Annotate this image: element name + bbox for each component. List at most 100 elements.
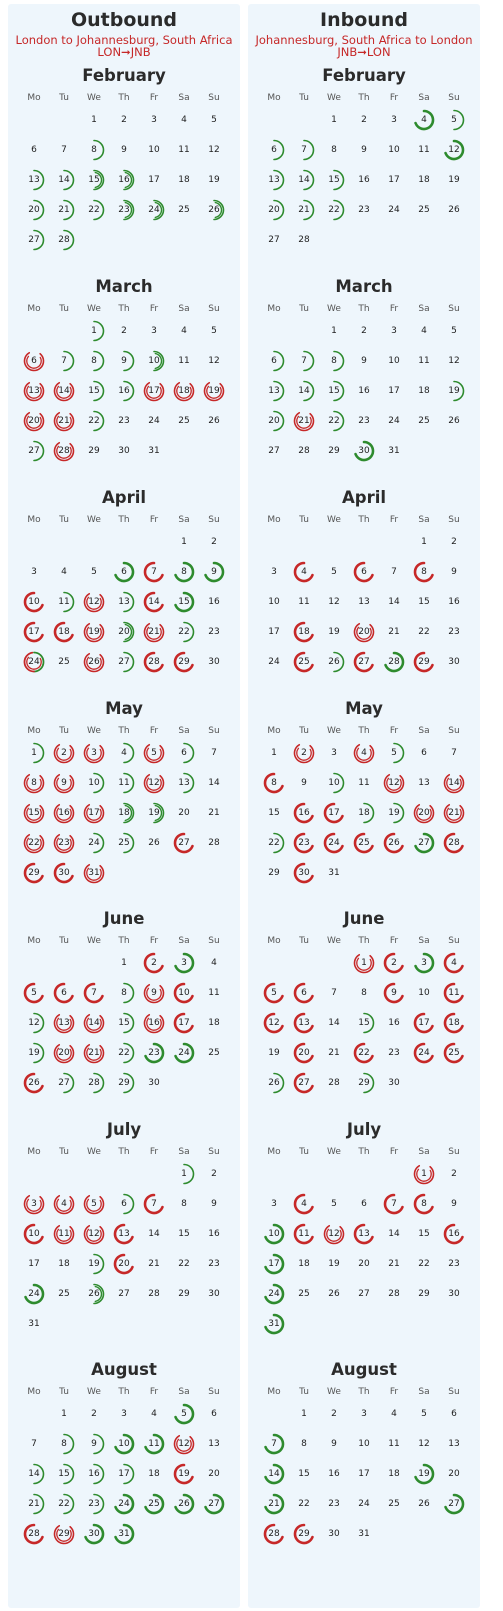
day-cell[interactable]: 2 <box>443 1163 465 1185</box>
day-cell[interactable]: 5 <box>83 1193 105 1215</box>
day-cell[interactable]: 15 <box>293 1463 315 1485</box>
day-cell[interactable]: 23 <box>443 621 465 643</box>
day-cell[interactable]: 11 <box>203 982 225 1004</box>
day-cell[interactable]: 26 <box>323 651 345 673</box>
day-cell[interactable]: 12 <box>83 591 105 613</box>
day-cell[interactable]: 11 <box>53 1223 75 1245</box>
day-cell[interactable]: 29 <box>23 862 45 884</box>
day-cell[interactable]: 2 <box>53 742 75 764</box>
day-cell[interactable]: 26 <box>413 1493 435 1515</box>
day-cell[interactable]: 16 <box>293 802 315 824</box>
day-cell[interactable]: 15 <box>413 1223 435 1245</box>
day-cell[interactable]: 22 <box>53 1493 75 1515</box>
day-cell[interactable]: 20 <box>113 621 135 643</box>
day-cell[interactable]: 14 <box>293 380 315 402</box>
day-cell[interactable]: 25 <box>413 199 435 221</box>
day-cell[interactable]: 22 <box>173 621 195 643</box>
day-cell[interactable]: 20 <box>203 1463 225 1485</box>
day-cell[interactable]: 18 <box>143 1463 165 1485</box>
day-cell[interactable]: 31 <box>263 1313 285 1335</box>
day-cell[interactable]: 7 <box>23 1433 45 1455</box>
day-cell[interactable]: 12 <box>83 1223 105 1245</box>
day-cell[interactable]: 18 <box>53 1253 75 1275</box>
day-cell[interactable]: 1 <box>83 109 105 131</box>
day-cell[interactable]: 26 <box>203 410 225 432</box>
day-cell[interactable]: 31 <box>353 1523 375 1545</box>
day-cell[interactable]: 29 <box>413 1283 435 1305</box>
day-cell[interactable]: 15 <box>413 591 435 613</box>
day-cell[interactable]: 25 <box>293 651 315 673</box>
day-cell[interactable]: 27 <box>113 1283 135 1305</box>
day-cell[interactable]: 15 <box>323 169 345 191</box>
day-cell[interactable]: 11 <box>293 591 315 613</box>
day-cell[interactable]: 5 <box>143 742 165 764</box>
day-cell[interactable]: 21 <box>293 199 315 221</box>
day-cell[interactable]: 16 <box>143 1012 165 1034</box>
day-cell[interactable]: 15 <box>83 380 105 402</box>
day-cell[interactable]: 25 <box>173 199 195 221</box>
day-cell[interactable]: 6 <box>353 1193 375 1215</box>
day-cell[interactable]: 15 <box>173 1223 195 1245</box>
day-cell[interactable]: 9 <box>203 1193 225 1215</box>
day-cell[interactable]: 17 <box>263 1253 285 1275</box>
day-cell[interactable]: 30 <box>323 1523 345 1545</box>
day-cell[interactable]: 18 <box>53 621 75 643</box>
day-cell[interactable]: 16 <box>443 1223 465 1245</box>
day-cell[interactable]: 12 <box>323 1223 345 1245</box>
day-cell[interactable]: 19 <box>203 169 225 191</box>
day-cell[interactable]: 2 <box>143 952 165 974</box>
day-cell[interactable]: 13 <box>53 1012 75 1034</box>
day-cell[interactable]: 23 <box>83 1493 105 1515</box>
day-cell[interactable]: 16 <box>53 802 75 824</box>
day-cell[interactable]: 22 <box>113 1042 135 1064</box>
day-cell[interactable]: 6 <box>53 982 75 1004</box>
day-cell[interactable]: 19 <box>83 1253 105 1275</box>
day-cell[interactable]: 25 <box>203 1042 225 1064</box>
day-cell[interactable]: 4 <box>113 742 135 764</box>
day-cell[interactable]: 8 <box>53 1433 75 1455</box>
day-cell[interactable]: 21 <box>383 621 405 643</box>
day-cell[interactable]: 3 <box>413 952 435 974</box>
day-cell[interactable]: 14 <box>443 772 465 794</box>
day-cell[interactable]: 22 <box>323 199 345 221</box>
day-cell[interactable]: 7 <box>293 350 315 372</box>
day-cell[interactable]: 29 <box>293 1523 315 1545</box>
day-cell[interactable]: 1 <box>323 109 345 131</box>
day-cell[interactable]: 11 <box>293 1223 315 1245</box>
day-cell[interactable]: 24 <box>323 832 345 854</box>
day-cell[interactable]: 8 <box>413 561 435 583</box>
day-cell[interactable]: 15 <box>53 1463 75 1485</box>
day-cell[interactable]: 28 <box>293 440 315 462</box>
day-cell[interactable]: 20 <box>353 1253 375 1275</box>
day-cell[interactable]: 5 <box>383 742 405 764</box>
day-cell[interactable]: 7 <box>143 1193 165 1215</box>
day-cell[interactable]: 24 <box>23 1283 45 1305</box>
day-cell[interactable]: 19 <box>83 621 105 643</box>
day-cell[interactable]: 3 <box>143 109 165 131</box>
day-cell[interactable]: 15 <box>173 591 195 613</box>
day-cell[interactable]: 6 <box>203 1403 225 1425</box>
day-cell[interactable]: 12 <box>143 772 165 794</box>
day-cell[interactable]: 17 <box>143 169 165 191</box>
day-cell[interactable]: 9 <box>323 1433 345 1455</box>
day-cell[interactable]: 28 <box>443 832 465 854</box>
day-cell[interactable]: 17 <box>263 621 285 643</box>
day-cell[interactable]: 11 <box>353 772 375 794</box>
day-cell[interactable]: 16 <box>353 169 375 191</box>
day-cell[interactable]: 27 <box>413 832 435 854</box>
day-cell[interactable]: 11 <box>413 139 435 161</box>
day-cell[interactable]: 4 <box>383 1403 405 1425</box>
day-cell[interactable]: 31 <box>143 440 165 462</box>
day-cell[interactable]: 17 <box>383 380 405 402</box>
day-cell[interactable]: 30 <box>113 440 135 462</box>
day-cell[interactable]: 30 <box>83 1523 105 1545</box>
day-cell[interactable]: 3 <box>263 561 285 583</box>
day-cell[interactable]: 30 <box>353 440 375 462</box>
day-cell[interactable]: 15 <box>113 1012 135 1034</box>
day-cell[interactable]: 17 <box>413 1012 435 1034</box>
day-cell[interactable]: 24 <box>83 832 105 854</box>
day-cell[interactable]: 28 <box>203 832 225 854</box>
day-cell[interactable]: 9 <box>353 350 375 372</box>
day-cell[interactable]: 19 <box>173 1463 195 1485</box>
day-cell[interactable]: 8 <box>83 139 105 161</box>
